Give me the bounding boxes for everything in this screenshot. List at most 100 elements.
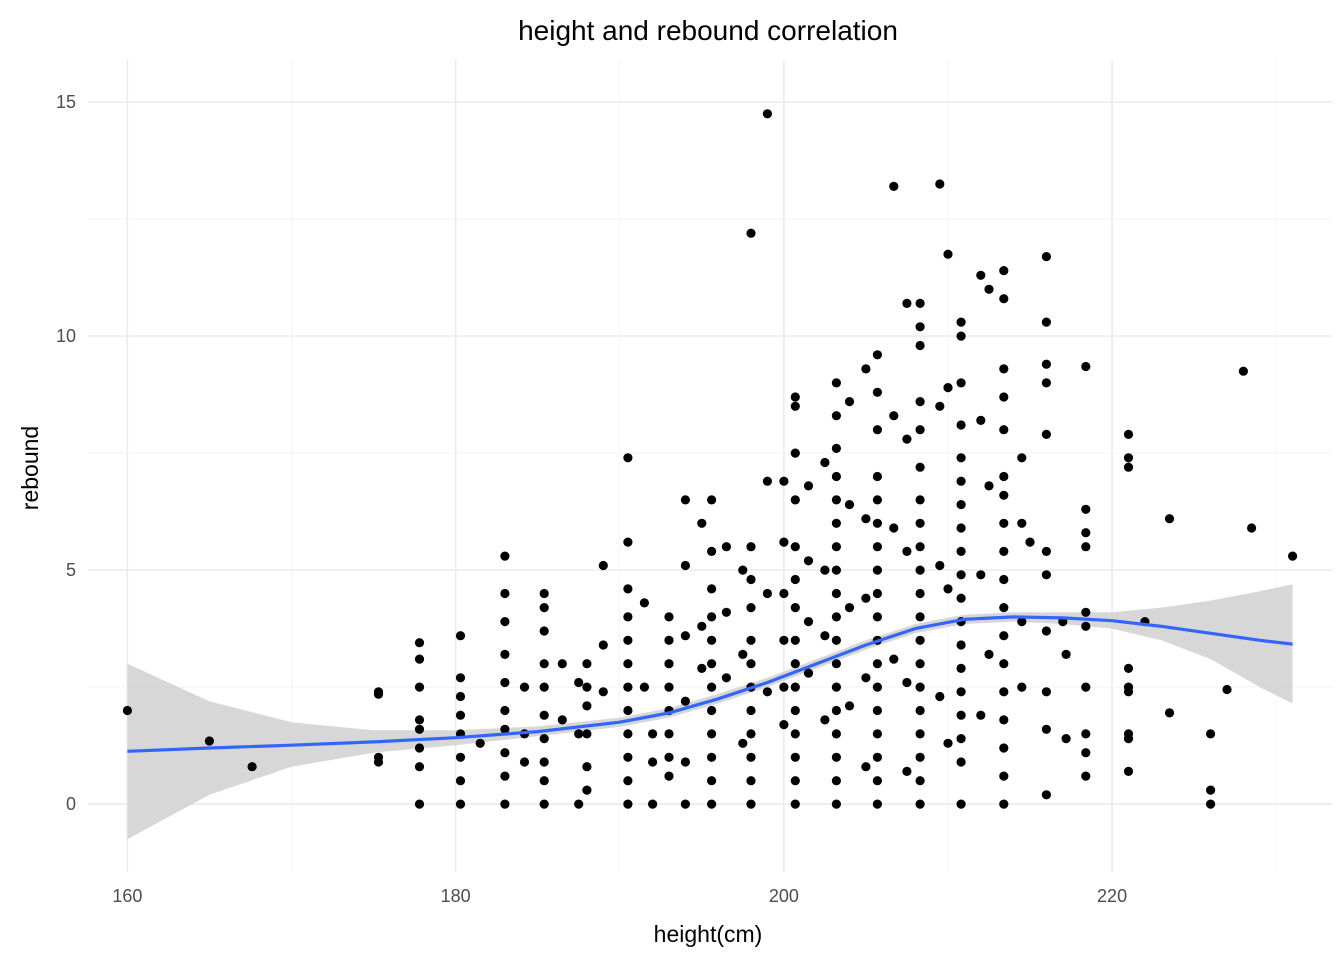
scatter-point [1123,766,1134,777]
scatter-point [414,682,425,692]
scatter-point [1061,734,1071,744]
scatter-point [831,729,842,739]
scatter-point [1041,790,1051,800]
scatter-point [861,593,871,603]
scatter-point [915,340,925,351]
scatter-point [831,542,842,552]
scatter-point [1041,687,1051,697]
y-tick-label: 10 [56,326,76,346]
scatter-point [956,453,966,463]
scatter-point [746,659,756,669]
scatter-point [746,729,756,739]
scatter-point [1206,799,1216,809]
scatter-point [1247,523,1257,533]
scatter-point [956,640,966,650]
scatter-point [664,752,674,762]
scatter-point [598,560,608,571]
scatter-point [539,626,549,636]
scatter-point [999,715,1009,725]
scatter-point [574,677,584,688]
scatter-point [790,682,800,692]
scatter-point [831,705,842,716]
scatter-point [943,383,953,393]
scatter-point [790,574,800,585]
scatter-point [803,668,814,678]
scatter-point [519,757,530,767]
scatter-point [414,762,425,772]
scatter-point [475,738,485,748]
scatter-point [373,689,384,699]
scatter-point [680,631,691,641]
scatter-point [976,415,986,425]
scatter-point [414,743,425,753]
scatter-point [956,476,966,486]
scatter-point [915,462,925,472]
scatter-point [999,687,1009,697]
scatter-point [1041,317,1051,327]
scatter-point [984,481,994,491]
scatter-point [790,799,800,809]
scatter-point [1081,771,1091,781]
scatter-point [956,799,966,809]
scatter-point [999,518,1009,528]
scatter-point [999,471,1009,482]
scatter-point [872,682,883,692]
scatter-point [680,799,691,809]
scatter-point [861,762,871,772]
scatter-point [1061,649,1071,660]
scatter-point [707,635,717,645]
scatter-point [915,322,925,332]
scatter-point [721,542,732,552]
scatter-point [999,546,1009,557]
y-tick-labels: 0 5 10 15 [56,92,76,814]
x-tick-label: 220 [1097,886,1127,906]
scatter-point [779,588,789,599]
scatter-point [915,298,925,308]
scatter-point [707,659,717,669]
scatter-point [746,542,756,552]
scatter-point [204,736,214,746]
scatter-point [1017,518,1027,528]
scatter-point [539,776,549,786]
scatter-point [902,298,912,308]
scatter-point [999,743,1009,753]
scatter-point [664,682,674,692]
scatter-point [790,705,800,716]
scatter-point [623,635,633,645]
scatter-point [455,776,466,786]
scatter-point [999,659,1009,669]
scatter-point [844,500,855,510]
scatter-point [623,729,633,739]
scatter-point [956,757,966,767]
scatter-point [999,392,1009,402]
scatter-point [664,729,674,739]
scatter-point [915,397,925,407]
scatter-point [943,584,953,594]
scatter-point [889,411,899,421]
scatter-point [790,752,800,762]
scatter-point [872,387,883,397]
scatter-point [872,350,883,360]
scatter-point [779,476,789,486]
scatter-point [1041,378,1051,388]
scatter-point [1041,626,1051,636]
scatter-point [956,420,966,430]
scatter-point [1081,748,1091,758]
scatter-point [872,588,883,599]
scatter-point [943,249,953,259]
scatter-point [539,603,549,613]
scatter-point [976,710,986,720]
scatter-point [500,617,510,627]
y-tick-label: 0 [66,794,76,814]
scatter-point [574,799,584,809]
scatter-point [539,659,549,669]
scatter-point [790,392,800,402]
scatter-point [455,752,466,762]
scatter-point [738,649,748,660]
scatter-point [1123,462,1134,472]
scatter-point [956,593,966,603]
scatter-point [844,397,855,407]
scatter-point [915,635,925,645]
scatter-point [707,495,717,505]
